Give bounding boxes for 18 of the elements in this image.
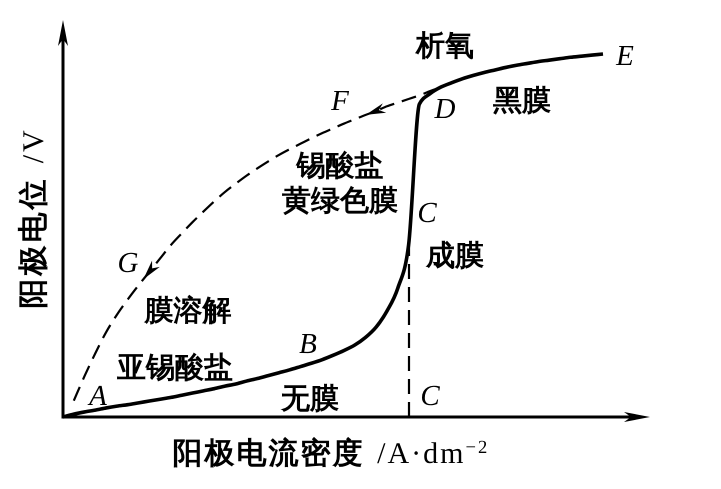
annotation: 膜溶解 (144, 293, 232, 327)
annotation: 亚锡酸盐 (117, 350, 233, 384)
annotation: C (420, 380, 440, 412)
annotation: C (417, 197, 437, 229)
annotation: F (331, 85, 349, 117)
annotation: D (434, 93, 456, 125)
annotation: 锡酸盐 (296, 148, 384, 182)
annotation: 析氧 (416, 28, 474, 62)
annotation: 黑膜 (493, 83, 551, 117)
annotation: 黄绿色膜 (282, 183, 398, 217)
annotation: G (118, 247, 138, 279)
xlabel: 阳极电流密度 /A·dm$^{−2}$ (172, 436, 490, 471)
annotation: 成膜 (426, 238, 484, 272)
annotation: E (616, 40, 634, 72)
annotation: A (89, 380, 107, 412)
annotation: 无膜 (281, 381, 339, 415)
ylabel: 阳极电位 /V (16, 127, 50, 309)
annotation: B (299, 328, 317, 360)
